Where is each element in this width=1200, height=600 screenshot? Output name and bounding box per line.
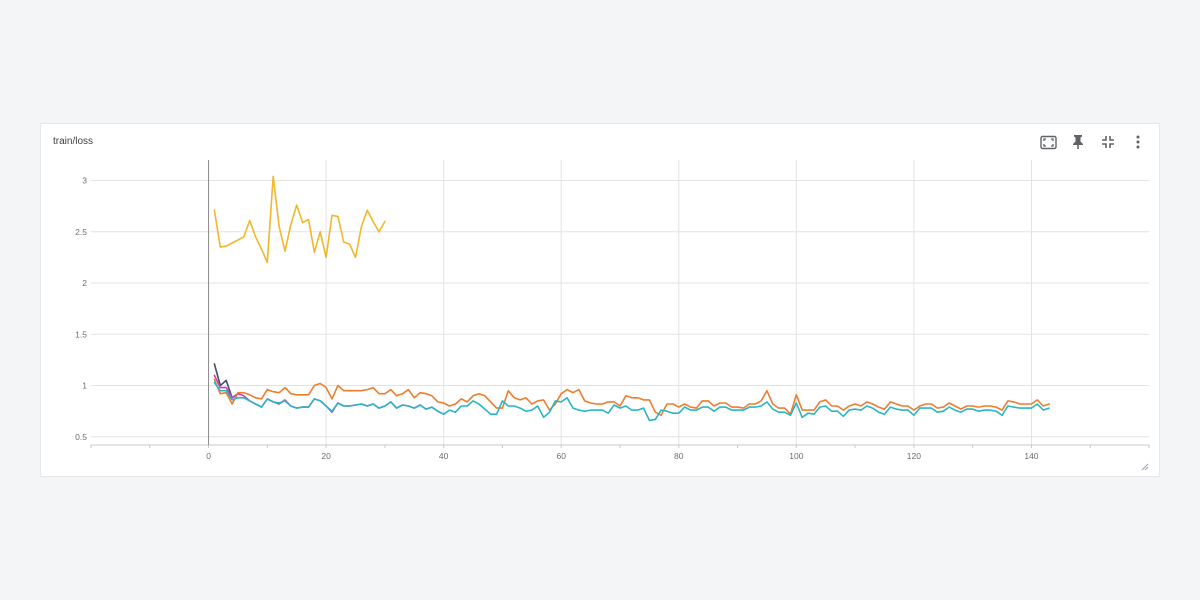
y-tick-label: 3 bbox=[82, 176, 87, 186]
loss-chart[interactable]: 0.5 1 1.5 2 2.5 3 0 20 40 60 80 100 120 140 bbox=[41, 124, 1161, 478]
series-line-0 bbox=[213, 175, 386, 264]
card-toolbar bbox=[1035, 130, 1151, 154]
x-tick-label: 60 bbox=[556, 451, 566, 461]
y-tick-label: 2.5 bbox=[75, 227, 87, 237]
scalar-card: train/loss bbox=[40, 123, 1160, 477]
more-vert-icon bbox=[1135, 135, 1141, 149]
series-line-3 bbox=[213, 378, 1050, 417]
y-tick-label: 1 bbox=[82, 381, 87, 391]
x-tick-label: 80 bbox=[674, 451, 684, 461]
x-tick-label: 140 bbox=[1024, 451, 1038, 461]
fit-screen-icon bbox=[1039, 135, 1057, 150]
card-title: train/loss bbox=[53, 136, 94, 147]
resize-handle-icon[interactable] bbox=[1141, 458, 1149, 471]
y-tick-label: 1.5 bbox=[75, 329, 87, 339]
y-tick-label: 0.5 bbox=[75, 432, 87, 442]
x-tick-label: 20 bbox=[321, 451, 331, 461]
x-tick-label: 0 bbox=[206, 451, 211, 461]
more-button[interactable] bbox=[1125, 130, 1151, 154]
collapse-button[interactable] bbox=[1095, 130, 1121, 154]
fit-domain-button[interactable] bbox=[1035, 130, 1061, 154]
x-tick-label: 120 bbox=[907, 451, 921, 461]
pin-button[interactable] bbox=[1065, 130, 1091, 154]
y-tick-label: 2 bbox=[82, 278, 87, 288]
x-tick-label: 40 bbox=[439, 451, 449, 461]
series-line-4 bbox=[213, 381, 1050, 422]
collapse-icon bbox=[1101, 135, 1115, 149]
x-tick-label: 100 bbox=[789, 451, 803, 461]
pin-icon bbox=[1071, 134, 1085, 150]
